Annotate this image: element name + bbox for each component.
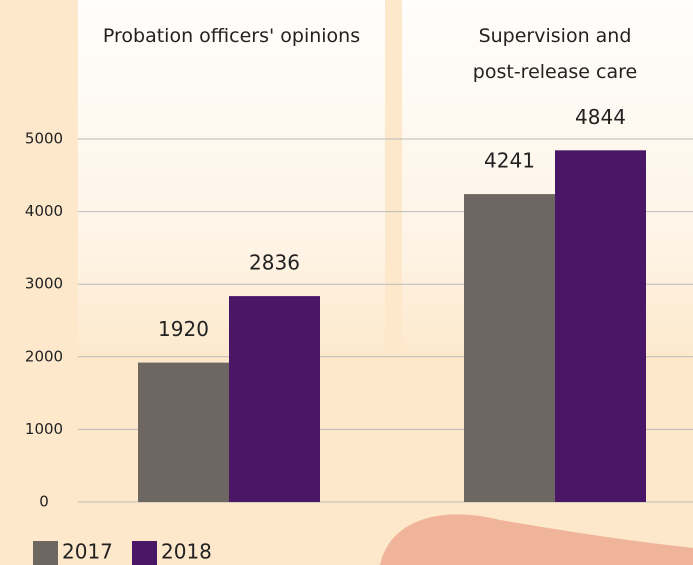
legend-label: 2017 bbox=[62, 540, 113, 564]
value-label: 2836 bbox=[249, 251, 300, 275]
category-label: Supervision and post-release care bbox=[472, 25, 638, 83]
bar bbox=[138, 362, 229, 502]
y-tick-label: 1000 bbox=[25, 420, 63, 438]
y-tick-label: 3000 bbox=[25, 275, 63, 293]
category-label: Probation officers' opinions bbox=[102, 25, 361, 47]
y-tick-label: 4000 bbox=[25, 202, 63, 220]
legend-label: 2018 bbox=[161, 540, 212, 564]
legend-swatch bbox=[132, 541, 157, 565]
bar bbox=[464, 194, 555, 502]
hand-decoration bbox=[380, 514, 693, 565]
value-label: 4844 bbox=[575, 105, 626, 129]
y-tick-label: 5000 bbox=[25, 130, 63, 148]
value-label: 1920 bbox=[158, 317, 209, 341]
legend-swatch bbox=[33, 541, 58, 565]
bar bbox=[555, 150, 646, 502]
bar bbox=[229, 296, 320, 502]
value-label: 4241 bbox=[484, 149, 535, 173]
y-tick-label: 2000 bbox=[25, 347, 63, 365]
y-tick-label: 0 bbox=[39, 493, 49, 511]
